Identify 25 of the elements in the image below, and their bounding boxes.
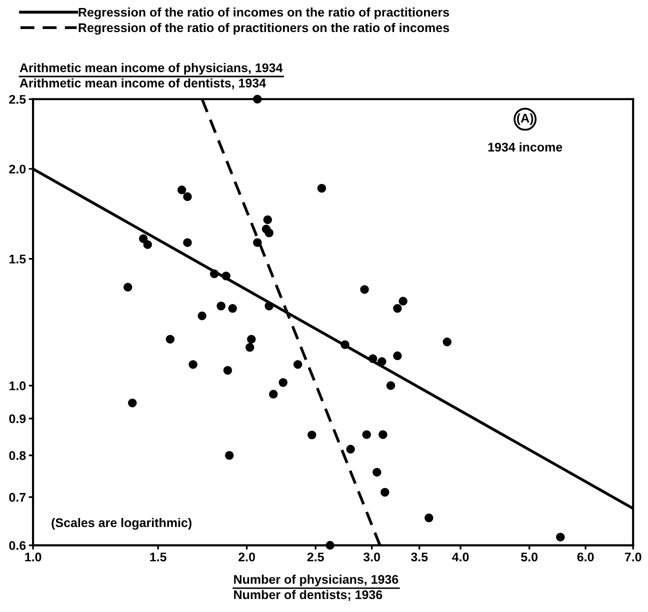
y-tick-label: 0.6 bbox=[9, 541, 26, 550]
legend-label: Regression of the ratio of incomes on the ratio of practitioners bbox=[78, 8, 450, 20]
x-tick-label: 3.5 bbox=[410, 552, 428, 562]
x-tick-label: 5.0 bbox=[521, 552, 538, 562]
y-tick-label: 1.5 bbox=[10, 254, 26, 264]
x-tick-label: 4.0 bbox=[452, 552, 469, 562]
x-axis-title: Number of physicians, 1936 Number of dentists; 1936 bbox=[234, 574, 398, 601]
x-tick-label: 7.0 bbox=[624, 552, 642, 562]
y-axis-title: Arithmetic mean income of physicians, 1934 Arithmetic mean income of dentists, 1934 bbox=[20, 63, 283, 90]
x-tick-label: 2.0 bbox=[238, 552, 255, 562]
x-tick-label: 3.0 bbox=[363, 552, 380, 562]
annotation: 1934 income bbox=[488, 142, 562, 152]
annotation: (A) bbox=[517, 113, 534, 126]
annotation: (Scales are logarithmic) bbox=[52, 518, 192, 530]
y-tick-label: 1.0 bbox=[10, 381, 26, 390]
y-tick-label: 2.0 bbox=[9, 164, 26, 174]
y-tick-label: 0.7 bbox=[9, 492, 26, 502]
legend-label: Regression of the ratio of practitioners on the ratio of incomes bbox=[78, 22, 450, 35]
y-tick-label: 0.8 bbox=[9, 451, 26, 460]
x-tick-label: 1.5 bbox=[150, 552, 166, 562]
x-tick-label: 1.0 bbox=[25, 552, 42, 562]
y-tick-label: 0.9 bbox=[9, 414, 26, 424]
x-tick-label: 6.0 bbox=[577, 552, 594, 562]
y-tick-label: 2.5 bbox=[9, 94, 26, 104]
x-tick-label: 2.5 bbox=[307, 552, 324, 562]
